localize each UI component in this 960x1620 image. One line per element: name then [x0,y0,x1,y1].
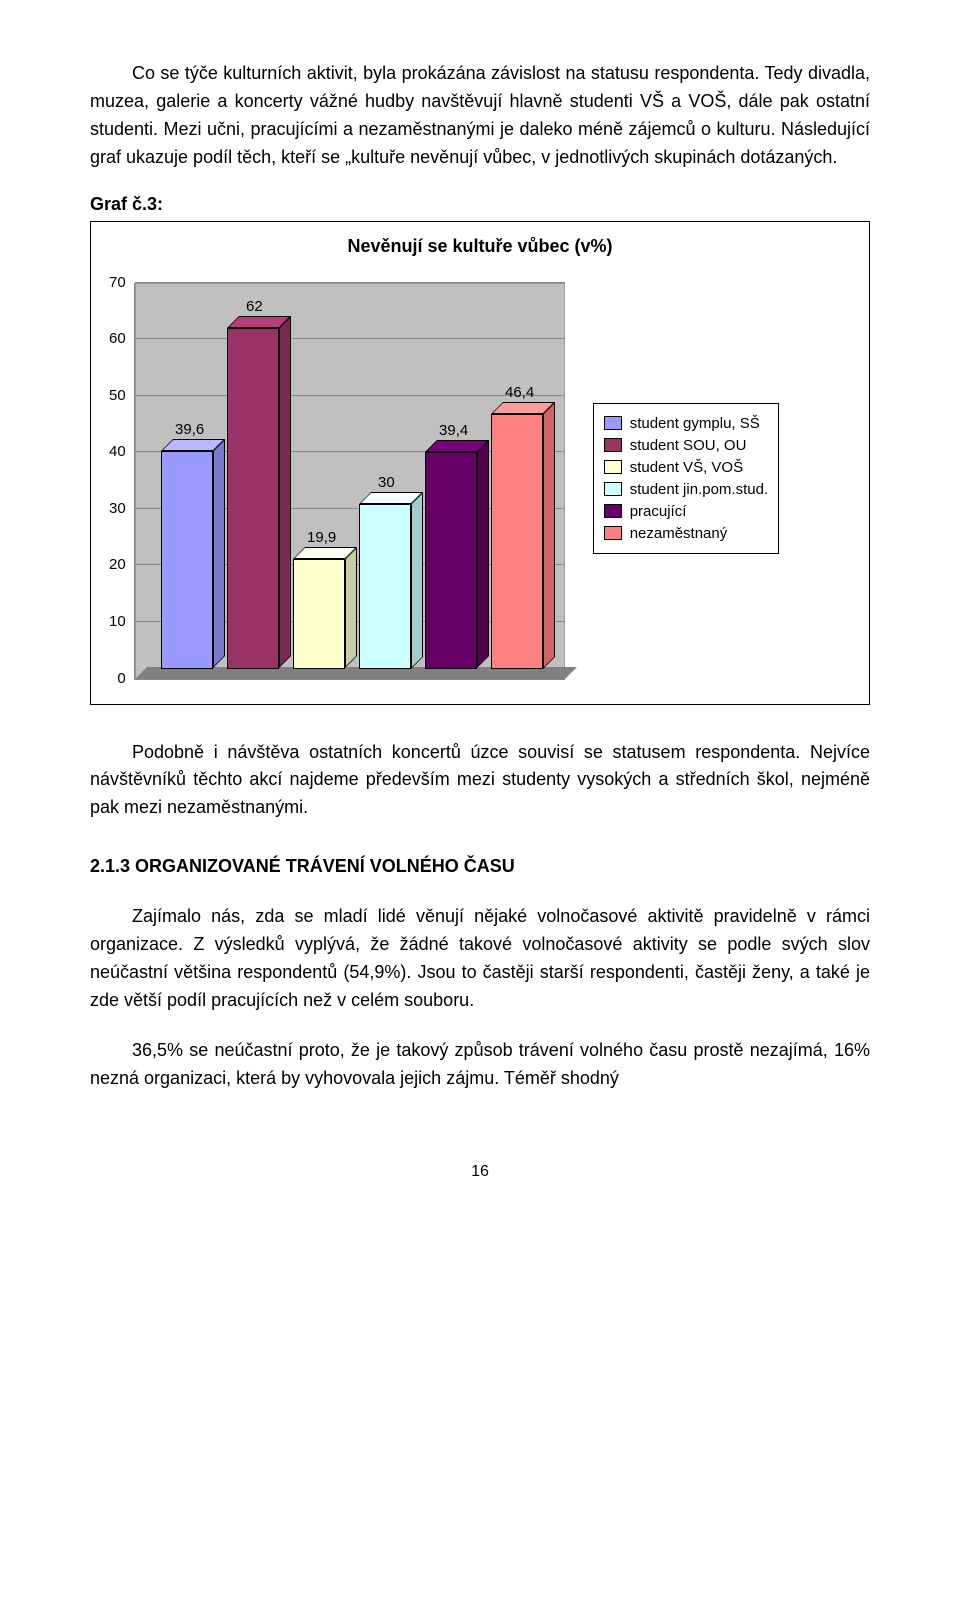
bar-side [411,492,423,669]
legend-swatch [604,526,622,540]
bar-front [425,452,477,668]
bar: 19,9 [293,559,345,668]
bar-front [491,414,543,669]
legend-label: student SOU, OU [630,437,747,454]
bar-side [345,547,357,668]
page-number: 16 [90,1163,870,1181]
bar-side [477,440,489,668]
legend-row: nezaměstnaný [604,525,768,542]
gridline [135,282,565,283]
paragraph-3: Zajímalo nás, zda se mladí lidé věnují n… [90,903,870,1015]
bar: 39,6 [161,451,213,668]
chart-title: Nevěnují se kultuře vůbec (v%) [109,236,851,257]
bar-front [359,504,411,669]
legend-swatch [604,416,622,430]
bar-value-label: 39,4 [439,422,468,439]
paragraph-1: Co se týče kulturních aktivit, byla prok… [90,60,870,172]
plot: 39,6 62 19,9 30 39,4 46,4 [134,283,565,680]
bar-value-label: 62 [246,298,263,315]
bar: 62 [227,328,279,668]
section-heading: 2.1.3 ORGANIZOVANÉ TRÁVENÍ VOLNÉHO ČASU [90,856,870,877]
legend-swatch [604,438,622,452]
bar-front [227,328,279,668]
legend-row: pracující [604,503,768,520]
paragraph-2: Podobně i návštěva ostatních koncertů úz… [90,739,870,823]
bar-side [543,402,555,669]
legend-row: student jin.pom.stud. [604,481,768,498]
chart-label: Graf č.3: [90,194,870,215]
bar: 39,4 [425,452,477,668]
legend-row: student gymplu, SŠ [604,415,768,432]
bar-value-label: 39,6 [175,421,204,438]
gridline [135,395,565,396]
bar-value-label: 46,4 [505,384,534,401]
bar-side [279,316,291,668]
bar: 46,4 [491,414,543,669]
legend-label: nezaměstnaný [630,525,728,542]
legend-swatch [604,482,622,496]
gridline [135,338,565,339]
legend-swatch [604,504,622,518]
bar-front [161,451,213,668]
plot-wrap: 39,6 62 19,9 30 39,4 46,4 [134,283,565,680]
legend-label: pracující [630,503,687,520]
bar: 30 [359,504,411,669]
bar-side [213,439,225,668]
legend: student gymplu, SŠ student SOU, OU student… [593,403,779,554]
chart-container: Nevěnují se kultuře vůbec (v%) 706050403… [90,221,870,705]
bar-value-label: 19,9 [307,529,336,546]
legend-row: student VŠ, VOŠ [604,459,768,476]
legend-label: student VŠ, VOŠ [630,459,743,476]
legend-swatch [604,460,622,474]
legend-label: student jin.pom.stud. [630,481,768,498]
legend-label: student gymplu, SŠ [630,415,760,432]
document-page: Co se týče kulturních aktivit, byla prok… [0,0,960,1221]
bar-front [293,559,345,668]
bar-value-label: 30 [378,474,395,491]
paragraph-4: 36,5% se neúčastní proto, že je takový z… [90,1037,870,1093]
y-axis: 706050403020100 [109,283,134,679]
legend-row: student SOU, OU [604,437,768,454]
chart-area: 706050403020100 39,6 62 19,9 30 39,4 46,4 stu… [109,283,851,680]
